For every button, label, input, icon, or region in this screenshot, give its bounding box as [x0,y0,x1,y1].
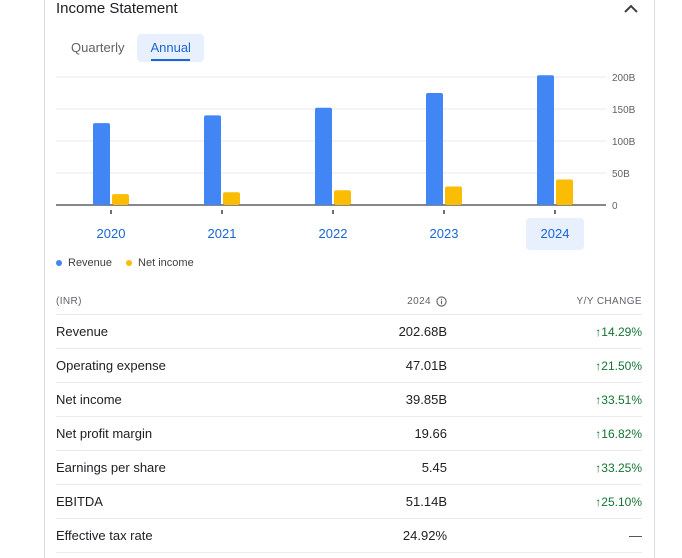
active-tab-indicator [151,59,190,61]
table-row: Net income 39.85B ↑33.51% [56,383,642,417]
income-chart: 0 50B 100B 150B 200B 2020 2021 2022 2023 2024 [56,73,636,250]
legend-revenue-label: Revenue [68,257,113,269]
y-tick-label: 200B [612,73,636,84]
selected-year-highlight [526,218,584,250]
arrow-up-icon: ↑ [595,494,602,509]
table-body: Revenue 202.68B ↑14.29% Operating expense 47… [56,315,642,553]
financials-table: (INR) 2024 Y/Y CHANGE Revenue 202.68B ↑14.… [56,288,642,553]
table-row: Revenue 202.68B ↑14.29% [56,315,642,349]
change-value: 33.25% [601,460,642,475]
metric-label: Net income [56,392,122,407]
info-icon[interactable] [436,295,447,307]
metric-value: 5.45 [421,460,447,475]
header-year: 2024 [297,296,447,307]
header-yy-change: Y/Y CHANGE [576,295,642,307]
y-tick-label: 0 [612,201,618,212]
change-value: — [629,528,642,543]
change-value: 14.29% [601,324,642,339]
change-value: 21.50% [601,358,642,373]
metric-change: ↑21.50% [447,359,642,373]
net-income-bar [556,179,573,205]
tab-quarterly[interactable]: Quarterly [58,34,137,62]
table-row: Earnings per share 5.45 ↑33.25% [56,451,642,485]
x-tick-label[interactable]: 2020 [97,226,126,241]
table-header: (INR) 2024 Y/Y CHANGE [56,288,642,315]
x-tick-label[interactable]: 2022 [319,226,348,241]
y-tick-label: 150B [612,105,636,116]
tab-quarterly-label: Quarterly [71,40,125,55]
arrow-up-icon: ↑ [595,426,602,441]
header-year-label: 2024 [407,295,431,307]
net-income-bar [223,192,240,205]
net-income-bar [334,190,351,205]
y-tick-label: 50B [612,169,630,180]
metric-change: ↑14.29% [447,325,642,339]
y-tick-label: 100B [612,137,636,148]
metric-change: ↑16.82% [447,427,642,441]
net-income-bar [112,194,129,205]
metric-change: — [447,528,642,543]
metric-value: 51.14B [405,494,447,509]
metric-change: ↑25.10% [447,495,642,509]
net-income-bar [445,186,462,205]
arrow-up-icon: ↑ [595,358,602,373]
x-tick-label[interactable]: 2023 [430,226,459,241]
arrow-up-icon: ↑ [595,460,602,475]
table-row: Effective tax rate 24.92% — [56,519,642,553]
tab-annual[interactable]: Annual [137,34,204,62]
change-value: 25.10% [601,494,642,509]
metric-value: 47.01B [405,358,447,373]
metric-label: Operating expense [56,358,166,373]
metric-change: ↑33.25% [447,461,642,475]
table-row: EBITDA 51.14B ↑25.10% [56,485,642,519]
arrow-up-icon: ↑ [595,324,602,339]
metric-value: 24.92% [402,528,447,543]
x-tick-label[interactable]: 2024 [541,226,570,241]
legend-net-income-label: Net income [138,257,194,269]
revenue-bar [204,115,221,205]
section-title: Income Statement [56,0,178,17]
metric-value: 39.85B [405,392,447,407]
metric-value: 202.68B [398,324,447,339]
metric-label: Effective tax rate [56,528,153,543]
table-row: Net profit margin 19.66 ↑16.82% [56,417,642,451]
metric-label: Net profit margin [56,426,153,441]
metric-label: EBITDA [56,494,103,509]
metric-label: Earnings per share [56,460,166,475]
revenue-bar [315,107,332,205]
legend-net-income-dot [126,260,133,266]
revenue-bar [426,93,443,205]
revenue-bar [93,123,110,205]
legend-item-revenue: Revenue [56,257,112,269]
change-value: 33.51% [601,392,642,407]
metric-value: 19.66 [414,426,447,441]
x-tick-label[interactable]: 2021 [208,226,237,241]
table-row: Operating expense 47.01B ↑21.50% [56,349,642,383]
tab-annual-label: Annual [150,40,191,55]
metric-change: ↑33.51% [447,393,642,407]
change-value: 16.82% [601,426,642,441]
revenue-bar [537,75,554,206]
legend-revenue-dot [56,260,62,266]
chevron-up-icon[interactable] [620,0,642,19]
metric-label: Revenue [56,324,109,339]
chart-legend: Revenue Net income [56,257,208,269]
arrow-up-icon: ↑ [595,392,602,407]
period-tabs: Quarterly Annual [58,34,204,62]
header-currency: (INR) [56,295,82,307]
legend-item-net-income: Net income [126,257,194,269]
